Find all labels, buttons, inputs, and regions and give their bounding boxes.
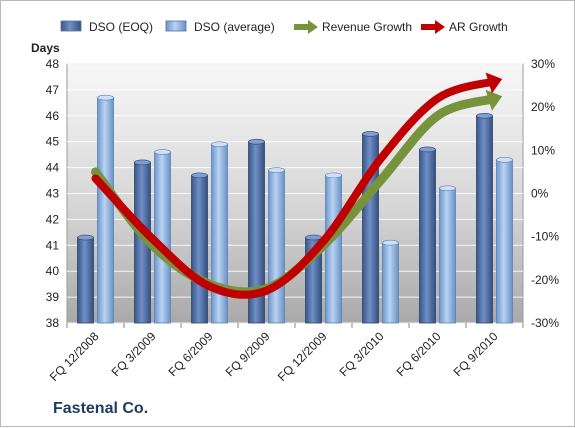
- x-tick-label: FQ 6/2010: [394, 329, 444, 379]
- legend-arrow: [308, 20, 318, 34]
- legend-label: Revenue Growth: [322, 20, 412, 34]
- y2-tick-label: 20%: [531, 100, 555, 114]
- y-tick-label: 46: [46, 109, 60, 123]
- x-tick-label: FQ 12/2008: [47, 329, 102, 384]
- y-tick-label: 40: [46, 264, 60, 278]
- y2-tick-label: 10%: [531, 143, 555, 157]
- bar: [496, 159, 513, 324]
- series-arrowhead: [485, 89, 503, 111]
- bar: [268, 169, 285, 324]
- bar-cap: [496, 157, 513, 163]
- y-tick-label: 48: [46, 57, 60, 71]
- legend-label: DSO (EOQ): [89, 20, 153, 34]
- bar: [419, 149, 436, 324]
- bar-cap: [248, 138, 265, 145]
- bar: [97, 97, 114, 324]
- legend-label: AR Growth: [449, 20, 508, 34]
- y-tick-label: 43: [46, 187, 60, 201]
- y2-tick-label: 0%: [531, 187, 549, 201]
- x-tick-label: FQ 3/2010: [337, 329, 387, 379]
- bar: [211, 143, 228, 324]
- y-tick-label: 38: [46, 316, 60, 330]
- bar-cap: [305, 234, 322, 241]
- bar-cap: [191, 172, 208, 179]
- x-tick-label: FQ 6/2009: [166, 329, 216, 379]
- x-tick-label: FQ 12/2009: [275, 329, 330, 384]
- legend-arrow: [435, 20, 445, 34]
- bar-cap: [211, 141, 228, 148]
- bar-cap: [419, 146, 436, 153]
- x-tick-label: FQ 9/2010: [451, 329, 501, 379]
- series-arrowhead: [485, 72, 503, 94]
- bar: [476, 115, 493, 324]
- x-tick-label: FQ 3/2009: [109, 329, 159, 379]
- bar-cap: [154, 149, 171, 155]
- bar-cap: [268, 167, 285, 173]
- bar-cap: [134, 159, 151, 166]
- bar-cap: [97, 94, 114, 101]
- company-label: Fastenal Co.: [53, 400, 149, 417]
- bar-cap: [77, 234, 94, 241]
- y2-tick-label: 30%: [531, 57, 555, 71]
- y2-tick-label: -20%: [531, 273, 559, 287]
- legend-swatch: [60, 20, 82, 32]
- bar-cap: [476, 113, 493, 119]
- y2-tick-label: -30%: [531, 316, 559, 330]
- bar: [325, 174, 342, 324]
- legend-label: DSO (average): [194, 20, 275, 34]
- y-tick-label: 42: [46, 212, 60, 226]
- y-tick-label: 47: [46, 83, 60, 97]
- bar: [382, 242, 399, 324]
- bar-cap: [362, 131, 379, 137]
- legend-swatch: [165, 20, 187, 32]
- series-line: [91, 77, 499, 299]
- y2-tick-label: -10%: [531, 230, 559, 244]
- bar: [77, 237, 94, 324]
- bar-cap: [382, 239, 399, 246]
- bar-cap: [439, 185, 456, 192]
- y-tick-label: 44: [46, 161, 60, 175]
- y-tick-label: 45: [46, 135, 60, 149]
- y-tick-label: 39: [46, 290, 60, 304]
- x-tick-label: FQ 9/2009: [223, 329, 273, 379]
- y-axis-title: Days: [31, 41, 60, 55]
- y-tick-label: 41: [46, 238, 60, 252]
- bar: [439, 187, 456, 324]
- bar: [191, 174, 208, 324]
- bar-cap: [325, 172, 342, 179]
